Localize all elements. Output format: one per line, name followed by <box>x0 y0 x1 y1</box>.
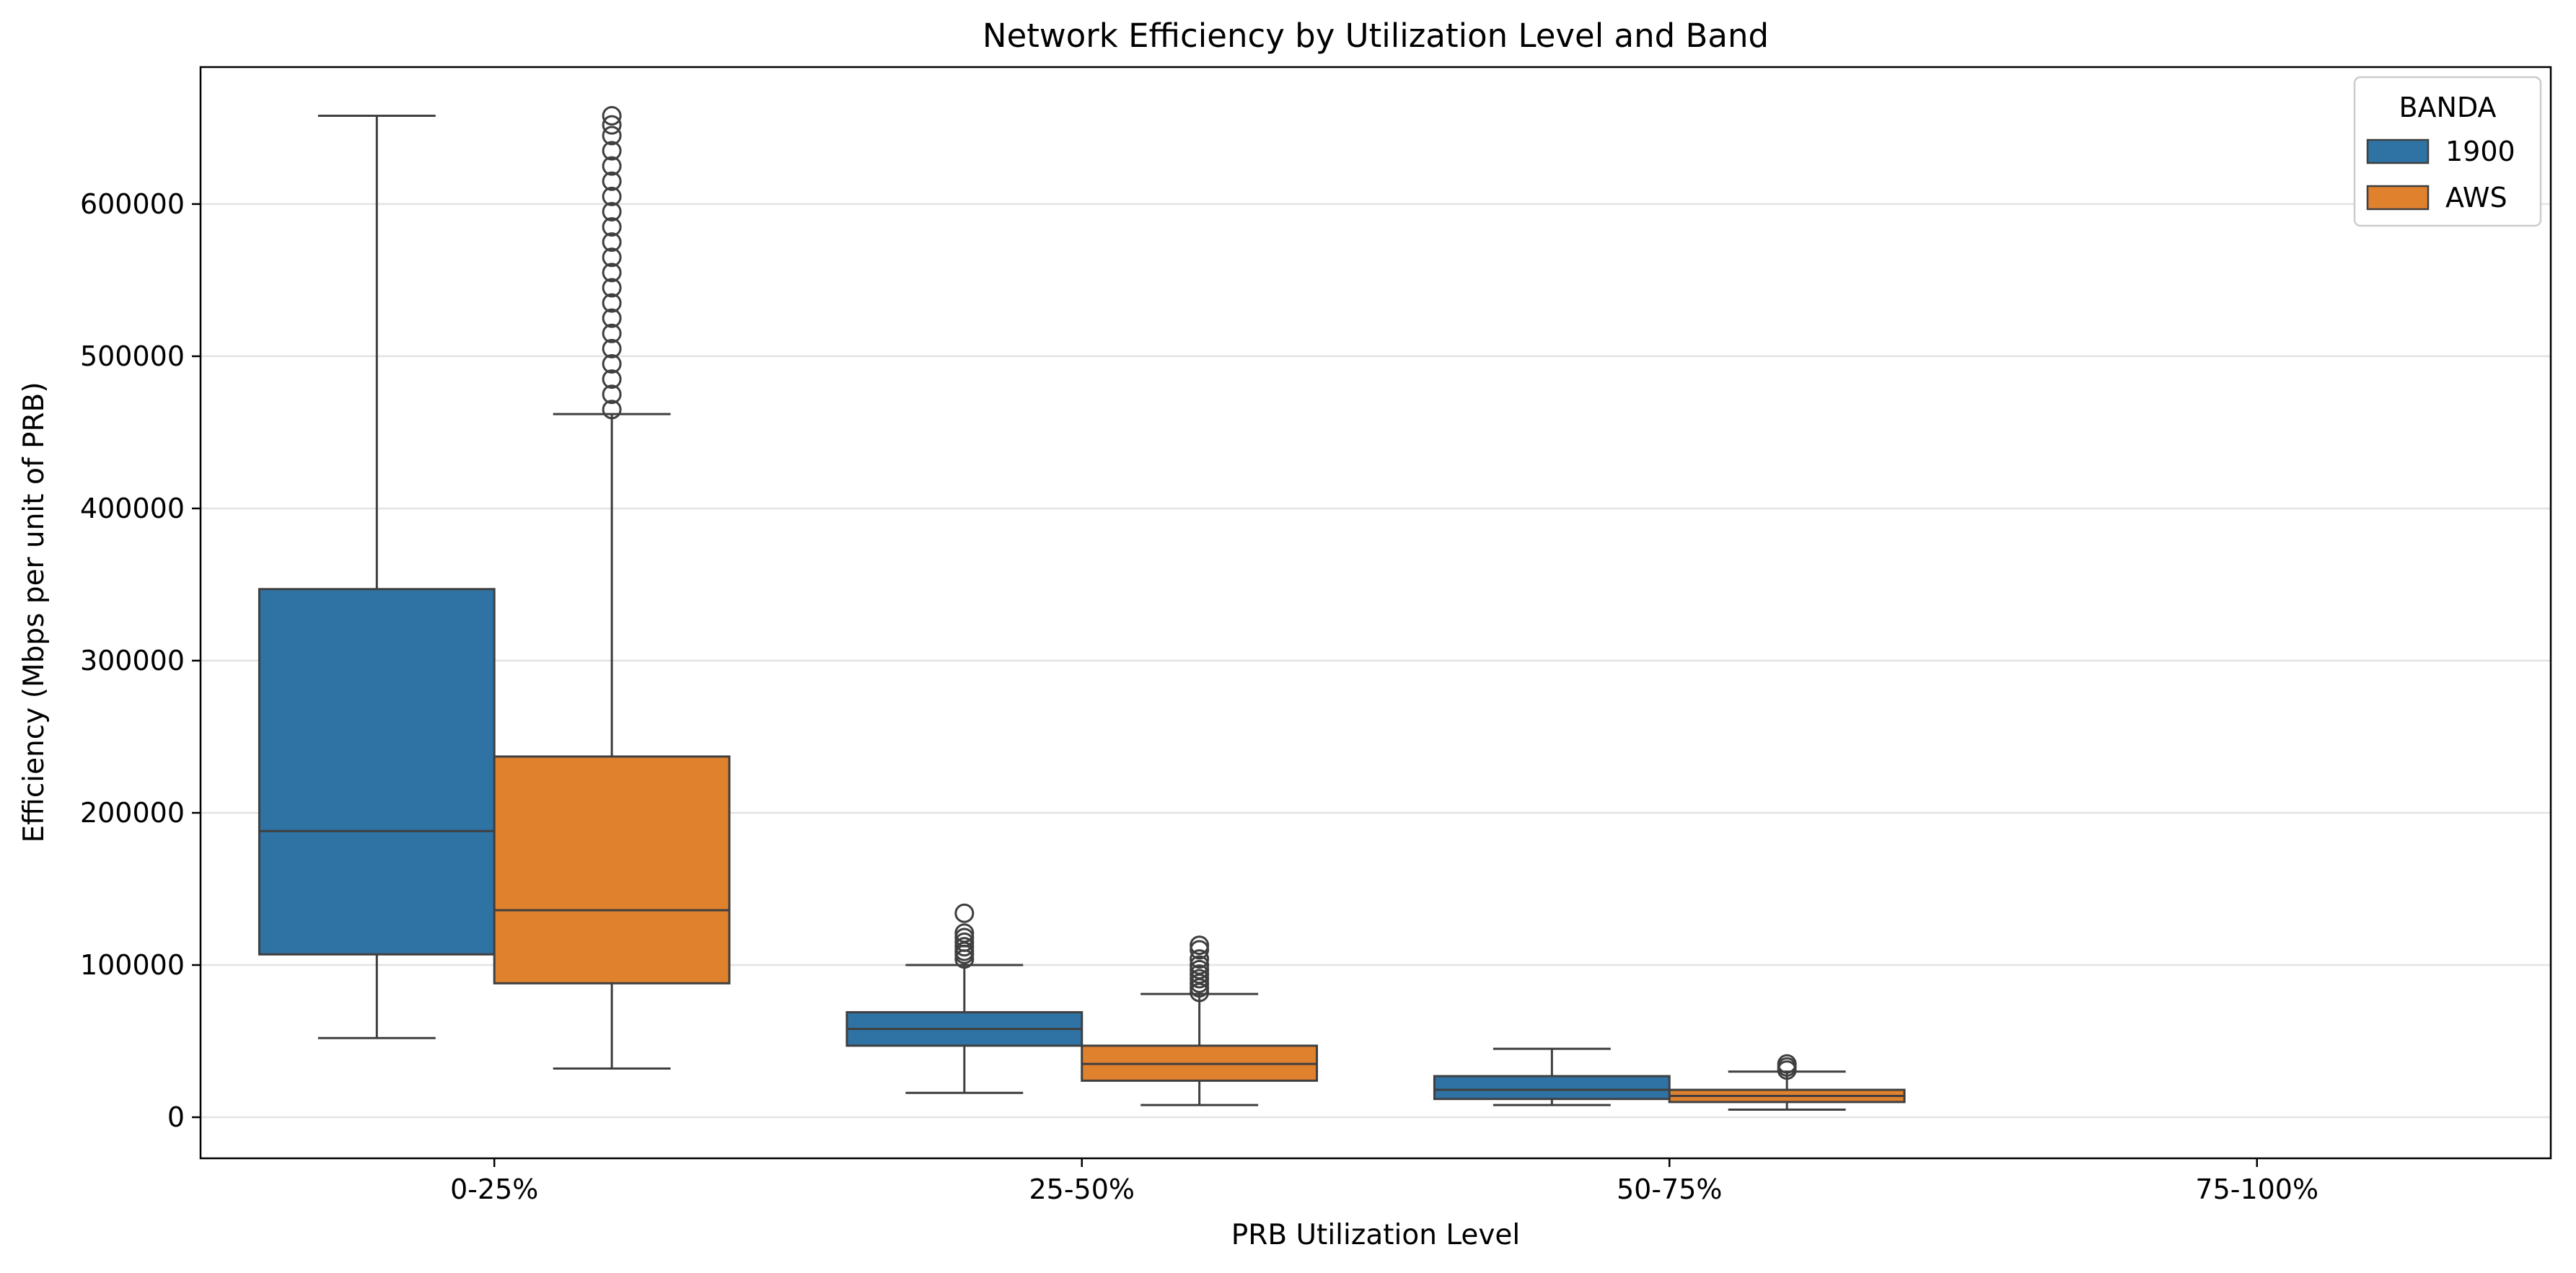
y-tick-label: 400000 <box>80 493 185 524</box>
x-tick-label: 0-25% <box>450 1173 538 1205</box>
x-axis-label: PRB Utilization Level <box>1231 1219 1521 1251</box>
outlier-point <box>602 217 622 237</box>
outlier-point <box>602 141 622 161</box>
iqr-box <box>258 588 496 956</box>
x-tick-label: 75-100% <box>2195 1173 2318 1205</box>
iqr-box <box>1433 1075 1671 1101</box>
outlier-point <box>602 400 622 420</box>
outlier-point <box>602 263 622 283</box>
outlier-point <box>1190 940 1210 960</box>
outlier-point <box>602 186 622 206</box>
outlier-point <box>602 293 622 313</box>
outlier-point <box>1190 969 1210 989</box>
axis-layer: 0 100000 200000 300000 400000 500000 600000 0-2… <box>80 188 2318 1205</box>
legend-entries: 1900 AWS <box>2366 136 2515 213</box>
box-AWS-0-25% <box>493 106 731 1070</box>
outlier-point <box>602 353 622 374</box>
outlier-point <box>1190 935 1210 956</box>
outlier-point <box>954 903 975 923</box>
outlier-point <box>602 171 622 191</box>
legend-swatch-AWS <box>2366 185 2430 211</box>
outlier-point <box>602 369 622 389</box>
box-1900-50-75% <box>1433 1047 1671 1106</box>
outlier-point <box>602 125 622 146</box>
iqr-box <box>493 755 731 985</box>
outlier-point <box>954 923 975 943</box>
legend-label-AWS: AWS <box>2445 182 2507 213</box>
outlier-point <box>1190 949 1210 969</box>
plot-frame <box>199 66 2552 1160</box>
box-1900-25-50% <box>845 903 1083 1094</box>
outlier-point <box>1777 1054 1797 1074</box>
outlier-point <box>602 201 622 221</box>
legend-label-1900: 1900 <box>2445 136 2515 167</box>
legend-swatch-1900 <box>2366 138 2430 164</box>
outlier-point <box>602 278 622 298</box>
outlier-point <box>602 308 622 328</box>
y-tick-label: 0 <box>167 1101 185 1133</box>
outlier-point <box>602 232 622 252</box>
outlier-point <box>1190 955 1210 975</box>
outlier-point <box>602 384 622 405</box>
outlier-point <box>602 323 622 343</box>
outlier-point <box>602 338 622 358</box>
box-layer <box>258 106 1906 1111</box>
box-AWS-50-75% <box>1668 1054 1906 1111</box>
y-tick-label: 300000 <box>80 645 185 677</box>
x-tick-label: 50-75% <box>1617 1173 1723 1205</box>
y-tick-label: 600000 <box>80 188 185 220</box>
outlier-point <box>602 156 622 176</box>
outlier-point <box>1190 959 1210 979</box>
outlier-point <box>954 932 975 952</box>
outlier-point <box>954 937 975 957</box>
outlier-point <box>602 247 622 268</box>
y-axis-label: Efficiency (Mbps per unit of PRB) <box>18 382 50 842</box>
y-tick-label: 500000 <box>80 340 185 372</box>
outlier-point <box>602 106 622 126</box>
legend: BANDA 1900 AWS <box>2353 76 2542 227</box>
y-tick-label: 100000 <box>80 949 185 981</box>
outlier-point <box>954 928 975 948</box>
outlier-point <box>1190 964 1210 985</box>
box-AWS-25-50% <box>1081 935 1319 1106</box>
y-tick-label: 200000 <box>80 797 185 829</box>
chart-title: Network Efficiency by Utilization Level … <box>983 17 1769 55</box>
outlier-point <box>602 115 622 135</box>
x-tick-label: 25-50% <box>1029 1173 1135 1205</box>
legend-title: BANDA <box>2399 92 2496 123</box>
